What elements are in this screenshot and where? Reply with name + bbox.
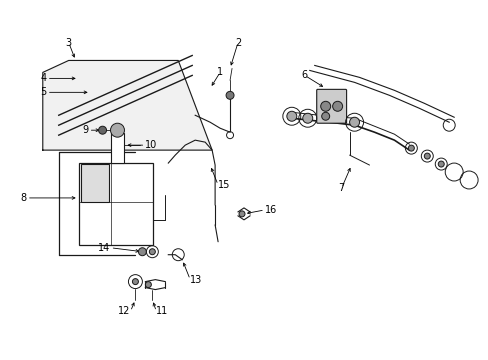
Polygon shape xyxy=(42,60,212,150)
Bar xyxy=(79,163,153,245)
Text: 10: 10 xyxy=(145,140,157,150)
FancyBboxPatch shape xyxy=(316,89,346,123)
Text: 16: 16 xyxy=(264,205,277,215)
Circle shape xyxy=(424,153,429,159)
Text: 11: 11 xyxy=(156,306,168,316)
Text: 9: 9 xyxy=(82,125,88,135)
Circle shape xyxy=(320,101,330,111)
Circle shape xyxy=(99,126,106,134)
Circle shape xyxy=(145,282,151,288)
Circle shape xyxy=(110,123,124,137)
Circle shape xyxy=(286,111,296,121)
Text: 3: 3 xyxy=(65,37,72,48)
Circle shape xyxy=(138,248,146,256)
Text: 8: 8 xyxy=(20,193,27,203)
Text: 4: 4 xyxy=(41,73,47,84)
Circle shape xyxy=(349,117,359,127)
Text: 5: 5 xyxy=(41,87,47,97)
Circle shape xyxy=(302,113,312,123)
Circle shape xyxy=(407,145,413,151)
Circle shape xyxy=(132,279,138,285)
Text: 14: 14 xyxy=(98,243,110,253)
Text: 12: 12 xyxy=(118,306,130,316)
Circle shape xyxy=(225,91,234,99)
Text: 15: 15 xyxy=(218,180,230,190)
Text: 13: 13 xyxy=(190,275,202,285)
Text: 2: 2 xyxy=(234,37,241,48)
Text: 6: 6 xyxy=(301,71,307,80)
Circle shape xyxy=(239,211,244,217)
Text: 7: 7 xyxy=(338,183,344,193)
Circle shape xyxy=(332,101,342,111)
Bar xyxy=(81,164,108,202)
Circle shape xyxy=(321,112,329,120)
Text: 1: 1 xyxy=(217,67,223,77)
Circle shape xyxy=(437,161,443,167)
Circle shape xyxy=(149,249,155,255)
Bar xyxy=(110,133,124,163)
